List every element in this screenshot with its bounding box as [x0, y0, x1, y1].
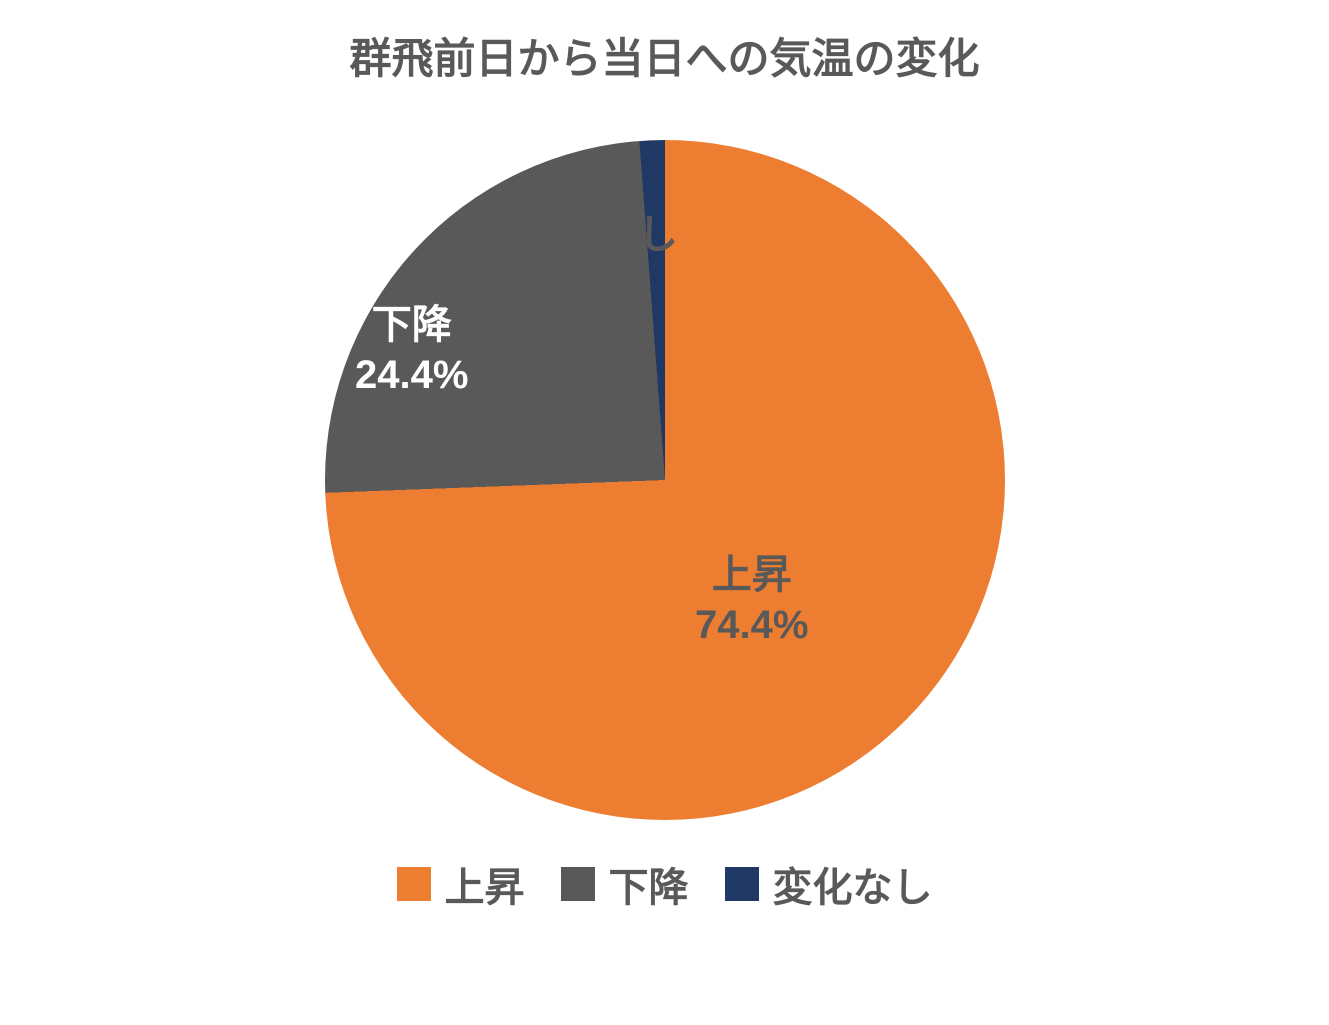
- chart-container: 群飛前日から当日への気温の変化 上昇74.4% 下降24.4% 変化なし1.2%…: [0, 0, 1329, 1025]
- slice-label-1: 下降24.4%: [355, 300, 468, 400]
- legend-label-0: 上昇: [445, 855, 525, 913]
- legend-label-2: 変化なし: [773, 855, 933, 913]
- slice-label-0: 上昇74.4%: [695, 550, 808, 650]
- legend-label-1: 下降: [609, 855, 689, 913]
- slice-label-2: 変化なし1.2%: [518, 210, 678, 310]
- legend-item-1: 下降: [561, 855, 689, 913]
- legend-swatch-0: [397, 867, 431, 901]
- chart-title: 群飛前日から当日への気温の変化: [0, 25, 1329, 86]
- legend-item-0: 上昇: [397, 855, 525, 913]
- legend: 上昇 下降 変化なし: [0, 855, 1329, 913]
- legend-swatch-2: [725, 867, 759, 901]
- legend-item-2: 変化なし: [725, 855, 933, 913]
- legend-swatch-1: [561, 867, 595, 901]
- pie-wrap: 上昇74.4% 下降24.4% 変化なし1.2%: [325, 140, 1005, 820]
